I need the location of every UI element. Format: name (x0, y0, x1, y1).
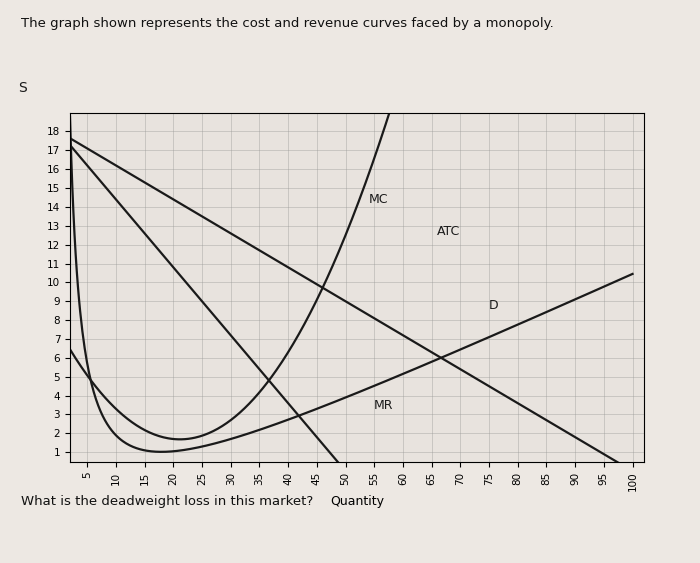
Text: What is the deadweight loss in this market?: What is the deadweight loss in this mark… (21, 495, 314, 508)
Text: S: S (18, 81, 27, 95)
Text: ATC: ATC (438, 225, 461, 238)
Text: MC: MC (368, 193, 388, 206)
Text: D: D (489, 299, 498, 312)
Text: The graph shown represents the cost and revenue curves faced by a monopoly.: The graph shown represents the cost and … (21, 17, 554, 30)
X-axis label: Quantity: Quantity (330, 495, 384, 508)
Text: MR: MR (374, 399, 393, 412)
